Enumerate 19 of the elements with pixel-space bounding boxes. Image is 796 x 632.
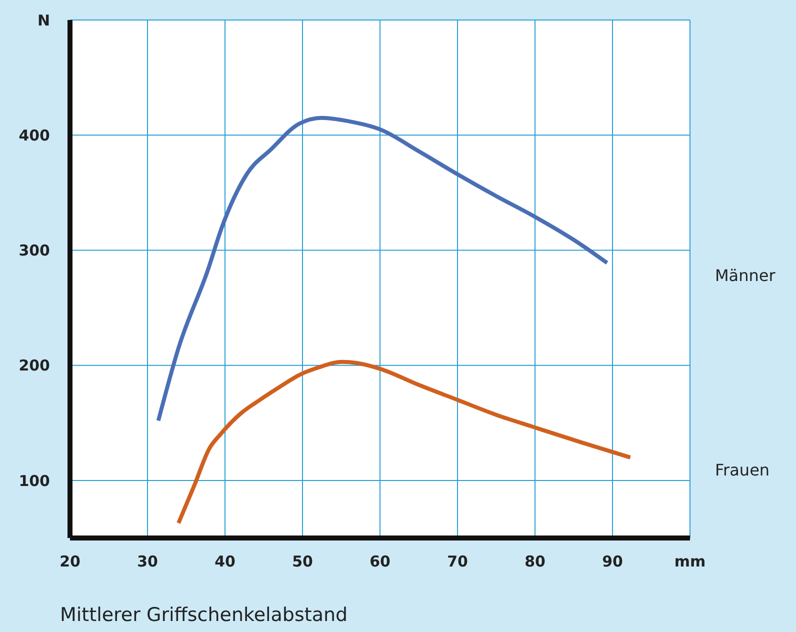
x-tick-label: mm <box>674 552 706 571</box>
x-tick-label: 40 <box>214 552 236 571</box>
x-tick-label: 50 <box>292 552 313 571</box>
text: Männer <box>715 266 776 285</box>
x-tick-label: 80 <box>524 552 546 571</box>
x-tick-label: 30 <box>137 552 158 571</box>
line-series <box>176 360 632 526</box>
y-tick-label: 100 <box>18 472 50 490</box>
x-tick-label: 20 <box>60 552 80 571</box>
y-tick-label: 200 <box>18 356 50 375</box>
x-tick-label: 60 <box>370 552 390 571</box>
text: Frauen <box>715 460 770 480</box>
y-tick-label: N <box>37 11 50 30</box>
x-tick-label: 70 <box>447 552 468 571</box>
x-tick-label: 90 <box>602 552 623 571</box>
y-tick-label: 400 <box>18 126 50 144</box>
line-series <box>156 116 610 423</box>
x-axis-title: Mittlerer Griffschenkelabstand <box>60 604 348 626</box>
y-tick-label: 300 <box>18 242 50 260</box>
